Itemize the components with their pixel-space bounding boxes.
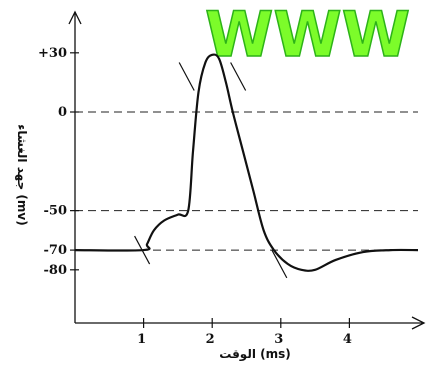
y-tick-label: -50 — [44, 204, 68, 219]
stimulus-mark-3 — [271, 249, 288, 279]
x-tick-label: 3 — [274, 332, 283, 347]
y-axis-arrow — [68, 10, 82, 25]
y-tick-label: -70 — [44, 243, 68, 258]
stimulus-mark-0 — [134, 235, 151, 265]
x-axis-label: الوقت (ms) — [219, 347, 291, 362]
x-tick-label: 2 — [206, 332, 215, 347]
stimulus-mark-2 — [230, 62, 247, 91]
stimulus-marks — [134, 62, 288, 279]
stimulus-mark-1 — [178, 62, 195, 91]
y-axis-label: جهد الغشاء (mv) — [15, 124, 29, 225]
tick-labels: +30 0 -50 -70 -80 1 2 3 4 — [38, 46, 352, 347]
x-axis-arrow — [411, 316, 426, 330]
y-tick-label: +30 — [38, 46, 67, 61]
axes — [68, 10, 426, 330]
y-tick-label: 0 — [58, 105, 67, 120]
series-layer — [74, 53, 419, 272]
reference-lines — [75, 111, 418, 251]
watermark-text: WWW — [205, 0, 410, 71]
y-tick-label: -80 — [44, 263, 68, 278]
x-tick-label: 4 — [343, 332, 352, 347]
series-line-0 — [74, 53, 419, 272]
x-tick-label: 1 — [137, 332, 146, 347]
